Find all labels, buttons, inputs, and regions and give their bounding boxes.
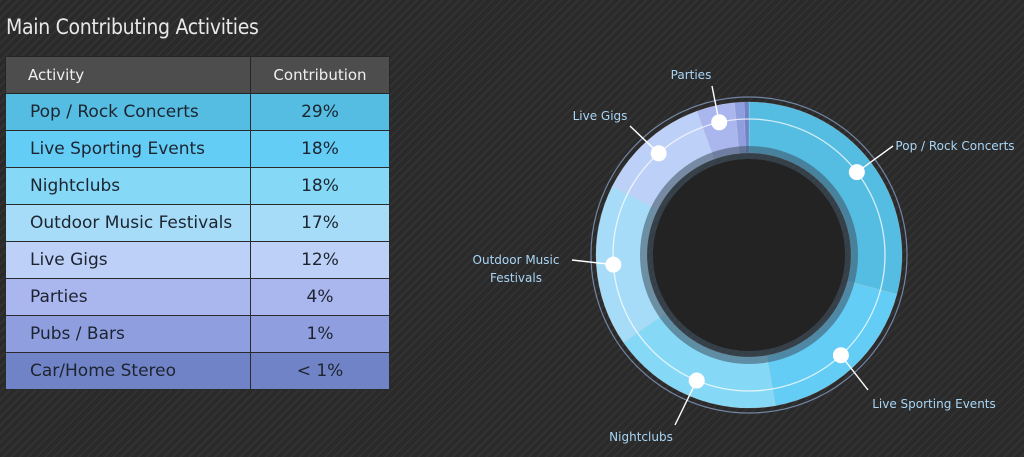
activity-cell: Car/Home Stereo [5, 352, 251, 390]
slice-label: Live Sporting Events [872, 397, 996, 411]
contribution-cell: 4% [250, 278, 390, 316]
table-row: Pubs / Bars 1% [5, 315, 390, 353]
table-body: Pop / Rock Concerts 29% Live Sporting Even… [5, 93, 390, 390]
donut-outer-border [590, 96, 908, 414]
header-activity: Activity [5, 56, 251, 94]
contribution-cell: 18% [250, 130, 390, 168]
activity-cell: Pubs / Bars [5, 315, 251, 353]
slice-marker-dot [650, 145, 667, 162]
donut-inner-band [640, 146, 858, 364]
slice-label: Nightclubs [609, 430, 673, 444]
slice-marker-dot [832, 347, 849, 364]
activity-cell: Outdoor Music Festivals [5, 204, 251, 242]
table-row: Outdoor Music Festivals 17% [5, 204, 390, 242]
activity-cell: Live Sporting Events [5, 130, 251, 168]
table-header-row: Activity Contribution [5, 56, 390, 94]
table-row: Live Gigs 12% [5, 241, 390, 279]
table-row: Car/Home Stereo < 1% [5, 352, 390, 390]
donut-hole [653, 159, 845, 351]
slice-label: Outdoor Music Festivals [473, 253, 560, 285]
table-row: Pop / Rock Concerts 29% [5, 93, 390, 131]
slice-label: Live Gigs [573, 109, 628, 123]
slice-marker-dot [711, 114, 728, 131]
slice-marker-dot [605, 256, 622, 273]
slice-marker-dot [688, 372, 705, 389]
table-row: Nightclubs 18% [5, 167, 390, 205]
activity-cell: Parties [5, 278, 251, 316]
slice-label: Parties [671, 68, 712, 82]
slice-marker-dot [848, 164, 865, 181]
contribution-cell: 17% [250, 204, 390, 242]
contribution-cell: < 1% [250, 352, 390, 390]
contribution-cell: 29% [250, 93, 390, 131]
label-leader-line [674, 380, 698, 426]
activity-table: Activity Contribution Pop / Rock Concert… [5, 56, 390, 390]
table-row: Live Sporting Events 18% [5, 130, 390, 168]
header-contribution: Contribution [250, 56, 390, 94]
contribution-cell: 12% [250, 241, 390, 279]
activity-cell: Live Gigs [5, 241, 251, 279]
activity-cell: Nightclubs [5, 167, 251, 205]
contribution-cell: 18% [250, 167, 390, 205]
table-row: Parties 4% [5, 278, 390, 316]
chart-title: Main Contributing Activities [6, 15, 259, 39]
slice-label: Pop / Rock Concerts [895, 139, 1014, 153]
donut-guide-ring [612, 118, 886, 392]
activity-cell: Pop / Rock Concerts [5, 93, 251, 131]
contribution-cell: 1% [250, 315, 390, 353]
